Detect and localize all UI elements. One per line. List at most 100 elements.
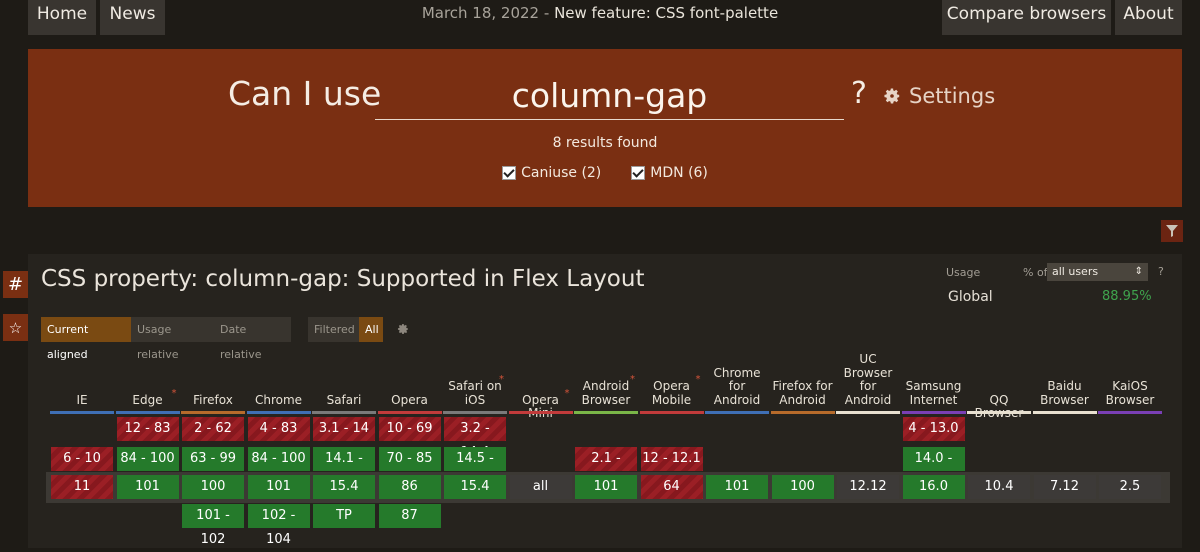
browser-color-bar bbox=[508, 411, 573, 414]
support-cell[interactable]: 6 - 10 bbox=[51, 447, 113, 471]
select-arrows-icon: ⇕ bbox=[1134, 266, 1143, 277]
tab-current-aligned[interactable]: Current aligned bbox=[41, 317, 131, 361]
filter-toggle-button[interactable] bbox=[1161, 220, 1183, 242]
support-cell[interactable]: 101 bbox=[116, 475, 179, 499]
support-cell[interactable]: 3.2 - 14.4 bbox=[444, 417, 506, 460]
search-input[interactable] bbox=[375, 71, 844, 120]
browser-color-bar bbox=[901, 411, 966, 414]
support-cell[interactable]: 100 bbox=[771, 475, 834, 499]
announcement-feature-link[interactable]: New feature: CSS font-palette bbox=[554, 4, 779, 22]
support-cell[interactable]: 4 - 13.0 bbox=[902, 417, 965, 441]
support-cell[interactable]: 14.5 - 15.3 bbox=[444, 447, 506, 490]
support-cell[interactable]: 84 - 100 bbox=[247, 447, 310, 471]
announcement: March 18, 2022 - New feature: CSS font-p… bbox=[0, 4, 1200, 22]
browser-name: Samsung Internet bbox=[905, 379, 962, 407]
nav-home-link[interactable]: Home bbox=[28, 0, 96, 35]
note-asterisk-icon: * bbox=[630, 374, 635, 385]
support-cell[interactable]: 12 - 83 bbox=[116, 417, 179, 441]
filter-caniuse-label: Caniuse (2) bbox=[521, 165, 602, 181]
support-cell[interactable]: 15.4 bbox=[313, 475, 375, 499]
tab-usage-relative[interactable]: Usage relative bbox=[131, 317, 214, 361]
tab-date-relative[interactable]: Date relative bbox=[214, 317, 291, 361]
search-help-link[interactable]: ? bbox=[851, 76, 867, 111]
note-asterisk-icon: * bbox=[564, 387, 570, 399]
support-cell[interactable]: 84 - 100 bbox=[116, 447, 179, 471]
support-cell[interactable]: 12.12 bbox=[837, 475, 899, 499]
support-cell[interactable]: 70 - 85 bbox=[378, 447, 441, 471]
support-cell[interactable]: 10 - 69 bbox=[378, 417, 441, 441]
support-cell[interactable]: 15.4 bbox=[444, 475, 506, 499]
browser-color-bar bbox=[1098, 411, 1162, 414]
nav-about-link[interactable]: About bbox=[1115, 0, 1182, 35]
support-cell[interactable]: 3.1 - 14 bbox=[313, 417, 375, 441]
tab-filtered[interactable]: Filtered bbox=[308, 317, 359, 342]
support-cell[interactable]: 16.0 bbox=[902, 475, 965, 499]
browser-name: Opera Mini bbox=[522, 392, 559, 420]
results-count: 8 results found bbox=[552, 135, 658, 151]
browser-color-bar bbox=[705, 411, 769, 414]
settings-button[interactable]: Settings bbox=[883, 84, 995, 108]
support-cell[interactable]: 14.1 - 15.3 bbox=[313, 447, 375, 490]
support-cell[interactable]: 2.5 bbox=[1099, 475, 1161, 499]
browser-name: Opera bbox=[391, 392, 428, 407]
support-cell[interactable]: 14.0 - 15.0 bbox=[902, 447, 965, 490]
support-cell[interactable]: 12 - 12.1 bbox=[640, 447, 703, 471]
nav-news-link[interactable]: News bbox=[100, 0, 165, 35]
support-cell[interactable]: 7.12 bbox=[1033, 475, 1096, 499]
browser-color-bar bbox=[115, 411, 180, 414]
filter-caniuse-checkbox[interactable]: Caniuse (2) bbox=[502, 165, 601, 181]
bookmark-star-button[interactable]: ☆ bbox=[3, 314, 28, 341]
support-cell[interactable]: 101 bbox=[706, 475, 768, 499]
browser-name: UC Browser for Android bbox=[843, 352, 893, 407]
support-cell[interactable]: 87 bbox=[378, 504, 441, 528]
global-label: Global bbox=[948, 289, 993, 305]
browser-name: QQ Browser bbox=[975, 392, 1024, 420]
support-cell[interactable]: 86 bbox=[378, 475, 441, 499]
browser-name: Android Browser bbox=[581, 379, 631, 407]
checkbox-checked-icon bbox=[631, 166, 646, 180]
support-cell[interactable]: 4 - 83 bbox=[247, 417, 310, 441]
browser-color-bar bbox=[967, 411, 1031, 414]
support-cell[interactable]: 10.4 bbox=[968, 475, 1030, 499]
search-hero: Can I use ? Settings 8 results found Can… bbox=[28, 49, 1182, 207]
note-asterisk-icon: * bbox=[695, 374, 701, 385]
browser-name: KaiOS Browser bbox=[1105, 379, 1155, 407]
support-cell[interactable]: 101 bbox=[247, 475, 310, 499]
note-asterisk-icon: * bbox=[499, 374, 504, 385]
users-select[interactable]: all users ⇕ bbox=[1047, 263, 1148, 281]
filter-icon bbox=[1166, 225, 1178, 237]
browser-color-bar bbox=[770, 411, 835, 414]
support-cell[interactable]: TP bbox=[313, 504, 375, 528]
support-cell[interactable]: all bbox=[509, 475, 572, 499]
support-cell[interactable]: 2 - 62 bbox=[182, 417, 244, 441]
browser-color-bar bbox=[377, 411, 442, 414]
view-mode-tabs: Current aligned Usage relative Date rela… bbox=[41, 317, 291, 361]
filter-mdn-label: MDN (6) bbox=[650, 165, 708, 181]
support-cell[interactable]: 101 - 102 bbox=[182, 504, 244, 547]
browser-name: Safari on iOS bbox=[448, 379, 502, 407]
browser-color-bar bbox=[443, 411, 507, 414]
top-nav: Home News March 18, 2022 - New feature: … bbox=[0, 0, 1200, 36]
browser-color-bar bbox=[836, 411, 900, 414]
nav-compare-browsers-link[interactable]: Compare browsers bbox=[942, 0, 1111, 35]
support-cell[interactable]: 102 - 104 bbox=[247, 504, 310, 547]
filter-mdn-checkbox[interactable]: MDN (6) bbox=[631, 165, 708, 181]
browser-color-bar bbox=[181, 411, 245, 414]
table-settings-gear-icon[interactable] bbox=[397, 323, 409, 335]
support-cell[interactable]: 64 bbox=[640, 475, 703, 499]
result-filters: Caniuse (2) MDN (6) bbox=[28, 165, 1182, 181]
browser-name: Firefox bbox=[193, 392, 233, 407]
settings-label: Settings bbox=[909, 84, 996, 108]
tab-all[interactable]: All bbox=[359, 317, 383, 342]
support-cell[interactable]: 2.1 - 4.4.4 bbox=[575, 447, 637, 490]
usage-help-link[interactable]: ? bbox=[1158, 265, 1164, 278]
browser-name: IE bbox=[76, 392, 88, 407]
support-cell[interactable]: 101 bbox=[575, 475, 637, 499]
announcement-separator: - bbox=[539, 4, 555, 22]
support-cell[interactable]: 100 bbox=[182, 475, 244, 499]
support-cell[interactable]: 11 bbox=[51, 475, 113, 499]
filter-tabs: Filtered All bbox=[308, 317, 383, 342]
support-cell[interactable]: 63 - 99 bbox=[182, 447, 244, 471]
permalink-hash-button[interactable]: # bbox=[3, 271, 28, 298]
feature-title: CSS property: column-gap: Supported in F… bbox=[41, 266, 645, 292]
